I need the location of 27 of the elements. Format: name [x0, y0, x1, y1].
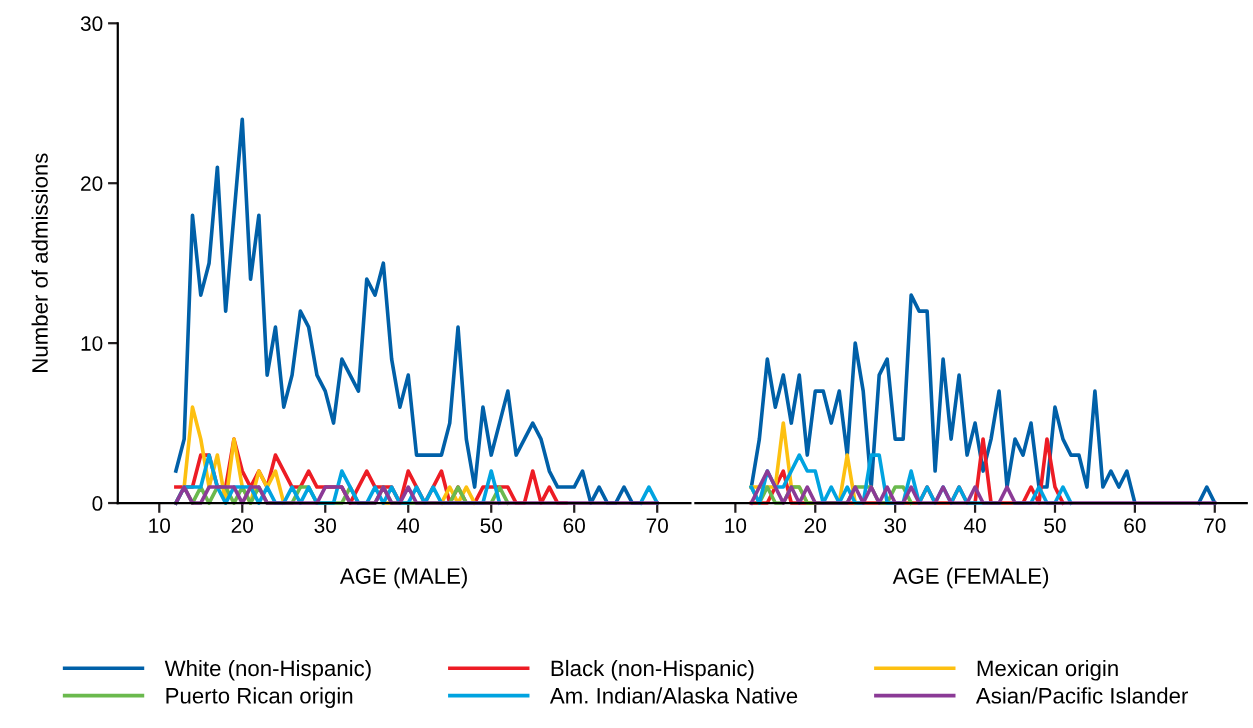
x-tick-label: 30: [314, 518, 337, 533]
x-tick-label: 30: [884, 518, 906, 533]
x-tick-label: 20: [804, 518, 827, 533]
x-axis-title: AGE (MALE): [339, 567, 467, 589]
x-tick-label: 50: [480, 518, 502, 533]
x-tick-label: 20: [231, 518, 254, 533]
x-tick-label: 40: [397, 518, 420, 533]
x-tick-label: 10: [149, 518, 171, 533]
x-tick-label: 60: [1124, 518, 1146, 533]
legend-label: Am. Indian/Alaska Native: [549, 687, 798, 704]
x-tick-label: 70: [1204, 518, 1226, 533]
y-axis-title: Number of admissions: [31, 153, 48, 372]
x-tick-label: 10: [725, 518, 747, 533]
y-tick-label: 0: [92, 496, 103, 511]
y-tick-label: 10: [81, 336, 103, 351]
legend-label: White (non-Hispanic): [164, 659, 371, 681]
y-tick-label: 30: [80, 16, 103, 32]
x-tick-label: 50: [1044, 518, 1066, 533]
legend-label: Asian/Pacific Islander: [975, 687, 1188, 704]
x-tick-label: 40: [963, 518, 986, 533]
x-axis-title: AGE (FEMALE): [892, 567, 1049, 589]
x-tick-label: 70: [646, 518, 668, 533]
legend-label: Puerto Rican origin: [166, 687, 353, 708]
legend-label: Mexican origin: [977, 659, 1118, 681]
y-tick-label: 20: [81, 176, 103, 191]
x-tick-label: 60: [563, 518, 585, 533]
legend-label: Black (non-Hispanic): [551, 659, 754, 681]
